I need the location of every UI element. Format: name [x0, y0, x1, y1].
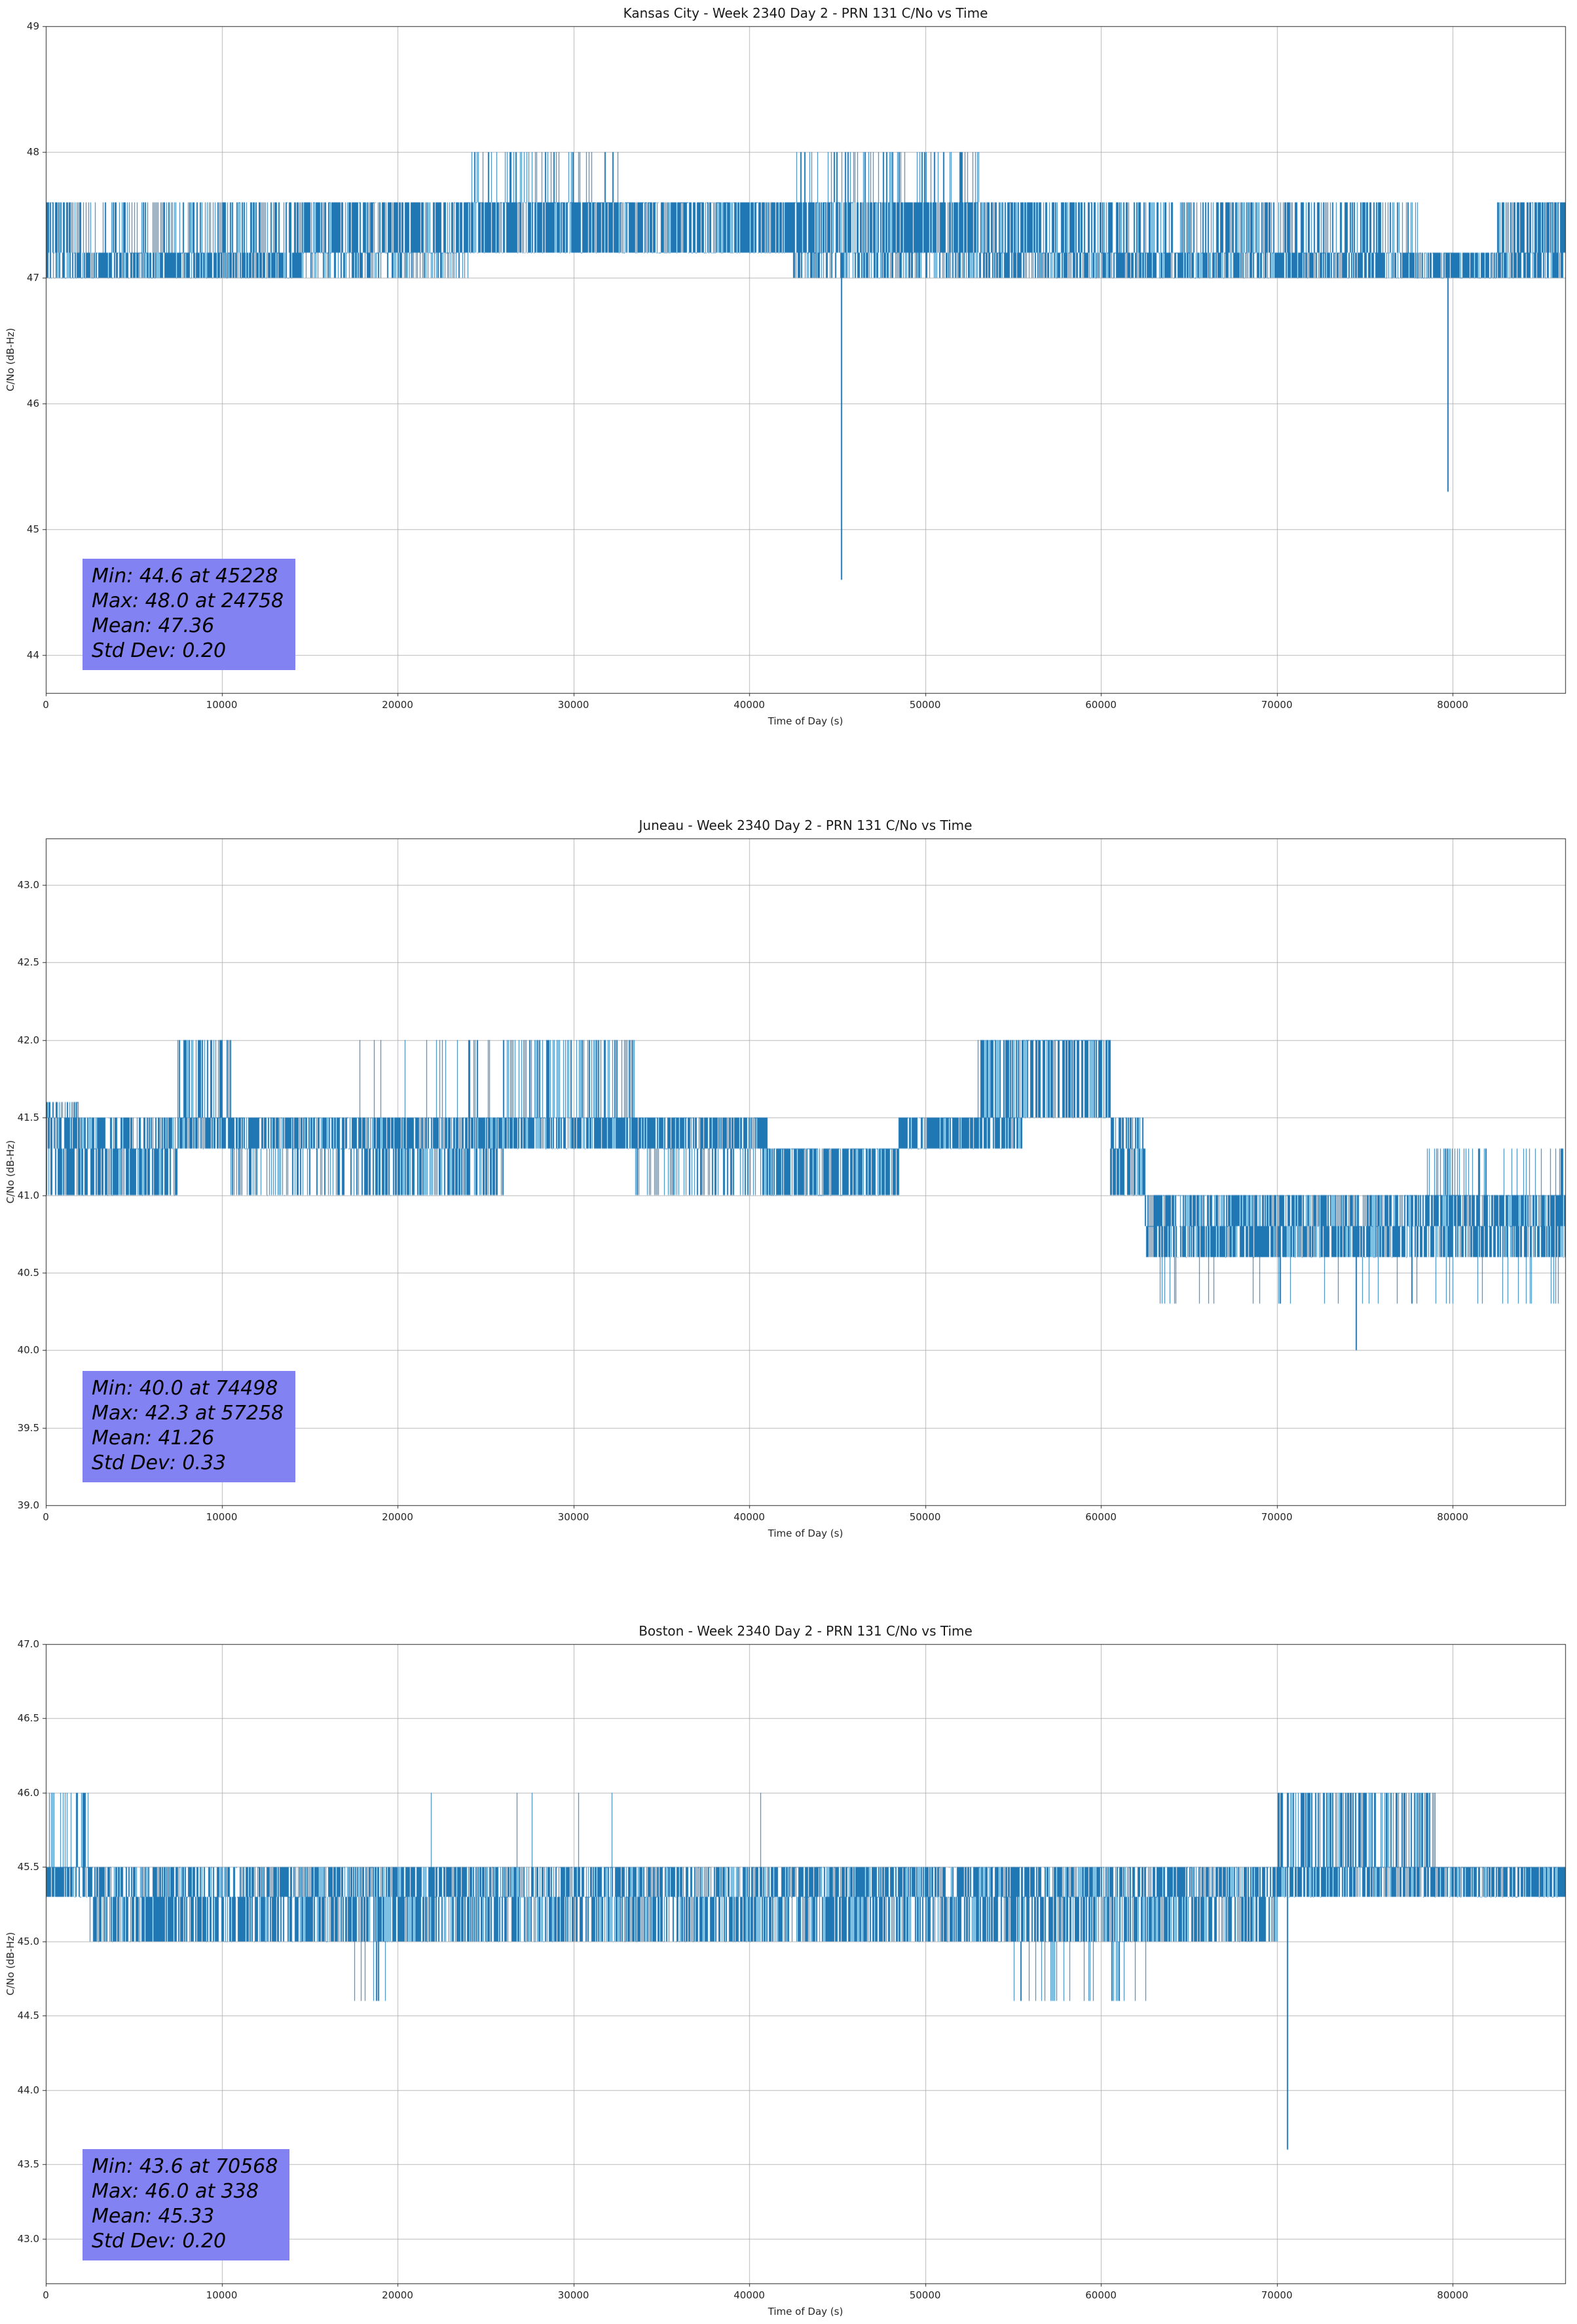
x-tick-label: 0: [43, 699, 49, 711]
y-tick-label: 44.0: [17, 2084, 39, 2096]
stats-line: Min: 40.0 at 74498: [92, 1377, 278, 1400]
y-tick-label: 42.0: [17, 1034, 39, 1046]
stats-line: Std Dev: 0.20: [92, 2230, 227, 2253]
chart-title: Juneau - Week 2340 Day 2 - PRN 131 C/No …: [639, 817, 973, 833]
x-tick-label: 10000: [206, 2289, 238, 2301]
chart-juneau: Juneau - Week 2340 Day 2 - PRN 131 C/No …: [0, 812, 1577, 1546]
chart-kansas-city: Kansas City - Week 2340 Day 2 - PRN 131 …: [0, 0, 1577, 734]
y-tick-label: 40.0: [17, 1344, 39, 1357]
x-tick-label: 0: [43, 1511, 49, 1523]
x-tick-label: 20000: [382, 1511, 413, 1523]
y-tick-label: 49: [26, 20, 39, 32]
stats-annotation: Min: 44.6 at 45228 Max: 48.0 at 24758 Mean…: [83, 559, 296, 670]
y-tick-label: 41.0: [17, 1189, 39, 1201]
x-tick-label: 20000: [382, 699, 413, 711]
stats-line: Min: 43.6 at 70568: [92, 2155, 278, 2178]
x-tick-label: 80000: [1437, 1511, 1468, 1523]
x-tick-label: 20000: [382, 2289, 413, 2301]
stats-annotation: Min: 43.6 at 70568 Max: 46.0 at 338 Mean: …: [83, 2149, 290, 2260]
x-tick-label: 40000: [733, 1511, 765, 1523]
stats-line: Mean: 47.36: [92, 614, 215, 637]
y-tick-label: 47: [26, 272, 39, 284]
x-tick-label: 0: [43, 2289, 49, 2301]
stats-line: Std Dev: 0.33: [92, 1452, 227, 1474]
y-tick-label: 43.0: [17, 2232, 39, 2245]
x-tick-label: 10000: [206, 699, 238, 711]
y-tick-label: 45.0: [17, 1935, 39, 1947]
x-tick-label: 80000: [1437, 699, 1468, 711]
y-tick-label: 40.5: [17, 1266, 39, 1279]
y-tick-label: 41.5: [17, 1112, 39, 1124]
x-axis-label: Time of Day (s): [768, 2306, 844, 2317]
x-axis-label: Time of Day (s): [768, 1527, 844, 1539]
y-tick-label: 39.5: [17, 1421, 39, 1434]
x-tick-label: 30000: [557, 2289, 589, 2301]
stats-line: Mean: 45.33: [92, 2205, 215, 2228]
stats-line: Max: 48.0 at 24758: [92, 590, 284, 612]
chart-boston: Boston - Week 2340 Day 2 - PRN 131 C/No …: [0, 1618, 1577, 2324]
stats-line: Mean: 41.26: [92, 1427, 215, 1450]
chart-title: Kansas City - Week 2340 Day 2 - PRN 131 …: [623, 5, 988, 21]
x-tick-label: 50000: [909, 699, 941, 711]
chart-title: Boston - Week 2340 Day 2 - PRN 131 C/No …: [639, 1623, 973, 1639]
y-tick-label: 45: [26, 523, 39, 536]
y-tick-label: 44: [26, 649, 39, 662]
x-tick-label: 40000: [733, 2289, 765, 2301]
y-tick-label: 45.5: [17, 1861, 39, 1873]
x-tick-label: 60000: [1085, 1511, 1117, 1523]
y-tick-label: 46.0: [17, 1786, 39, 1799]
x-axis-label: Time of Day (s): [768, 715, 844, 727]
x-tick-label: 70000: [1261, 1511, 1293, 1523]
y-tick-label: 39.0: [17, 1499, 39, 1511]
y-axis-label: C/No (dB-Hz): [5, 328, 16, 392]
x-tick-label: 60000: [1085, 2289, 1117, 2301]
x-tick-label: 50000: [909, 2289, 941, 2301]
x-tick-label: 60000: [1085, 699, 1117, 711]
stats-line: Std Dev: 0.20: [92, 639, 227, 662]
stats-line: Min: 44.6 at 45228: [92, 565, 278, 588]
x-tick-label: 70000: [1261, 699, 1293, 711]
stats-line: Max: 42.3 at 57258: [92, 1402, 284, 1425]
y-tick-label: 44.5: [17, 2010, 39, 2022]
y-tick-label: 43.0: [17, 879, 39, 891]
y-tick-label: 46.5: [17, 1712, 39, 1725]
x-tick-label: 80000: [1437, 2289, 1468, 2301]
x-tick-label: 30000: [557, 1511, 589, 1523]
x-tick-label: 30000: [557, 699, 589, 711]
stats-annotation: Min: 40.0 at 74498 Max: 42.3 at 57258 Mean…: [83, 1371, 296, 1482]
y-tick-label: 48: [26, 146, 39, 159]
y-tick-label: 42.5: [17, 956, 39, 969]
y-tick-label: 46: [26, 398, 39, 410]
y-tick-label: 47.0: [17, 1638, 39, 1650]
stats-line: Max: 46.0 at 338: [92, 2180, 259, 2203]
x-tick-label: 10000: [206, 1511, 238, 1523]
x-tick-label: 40000: [733, 699, 765, 711]
y-tick-label: 43.5: [17, 2158, 39, 2171]
x-tick-label: 70000: [1261, 2289, 1293, 2301]
x-tick-label: 50000: [909, 1511, 941, 1523]
